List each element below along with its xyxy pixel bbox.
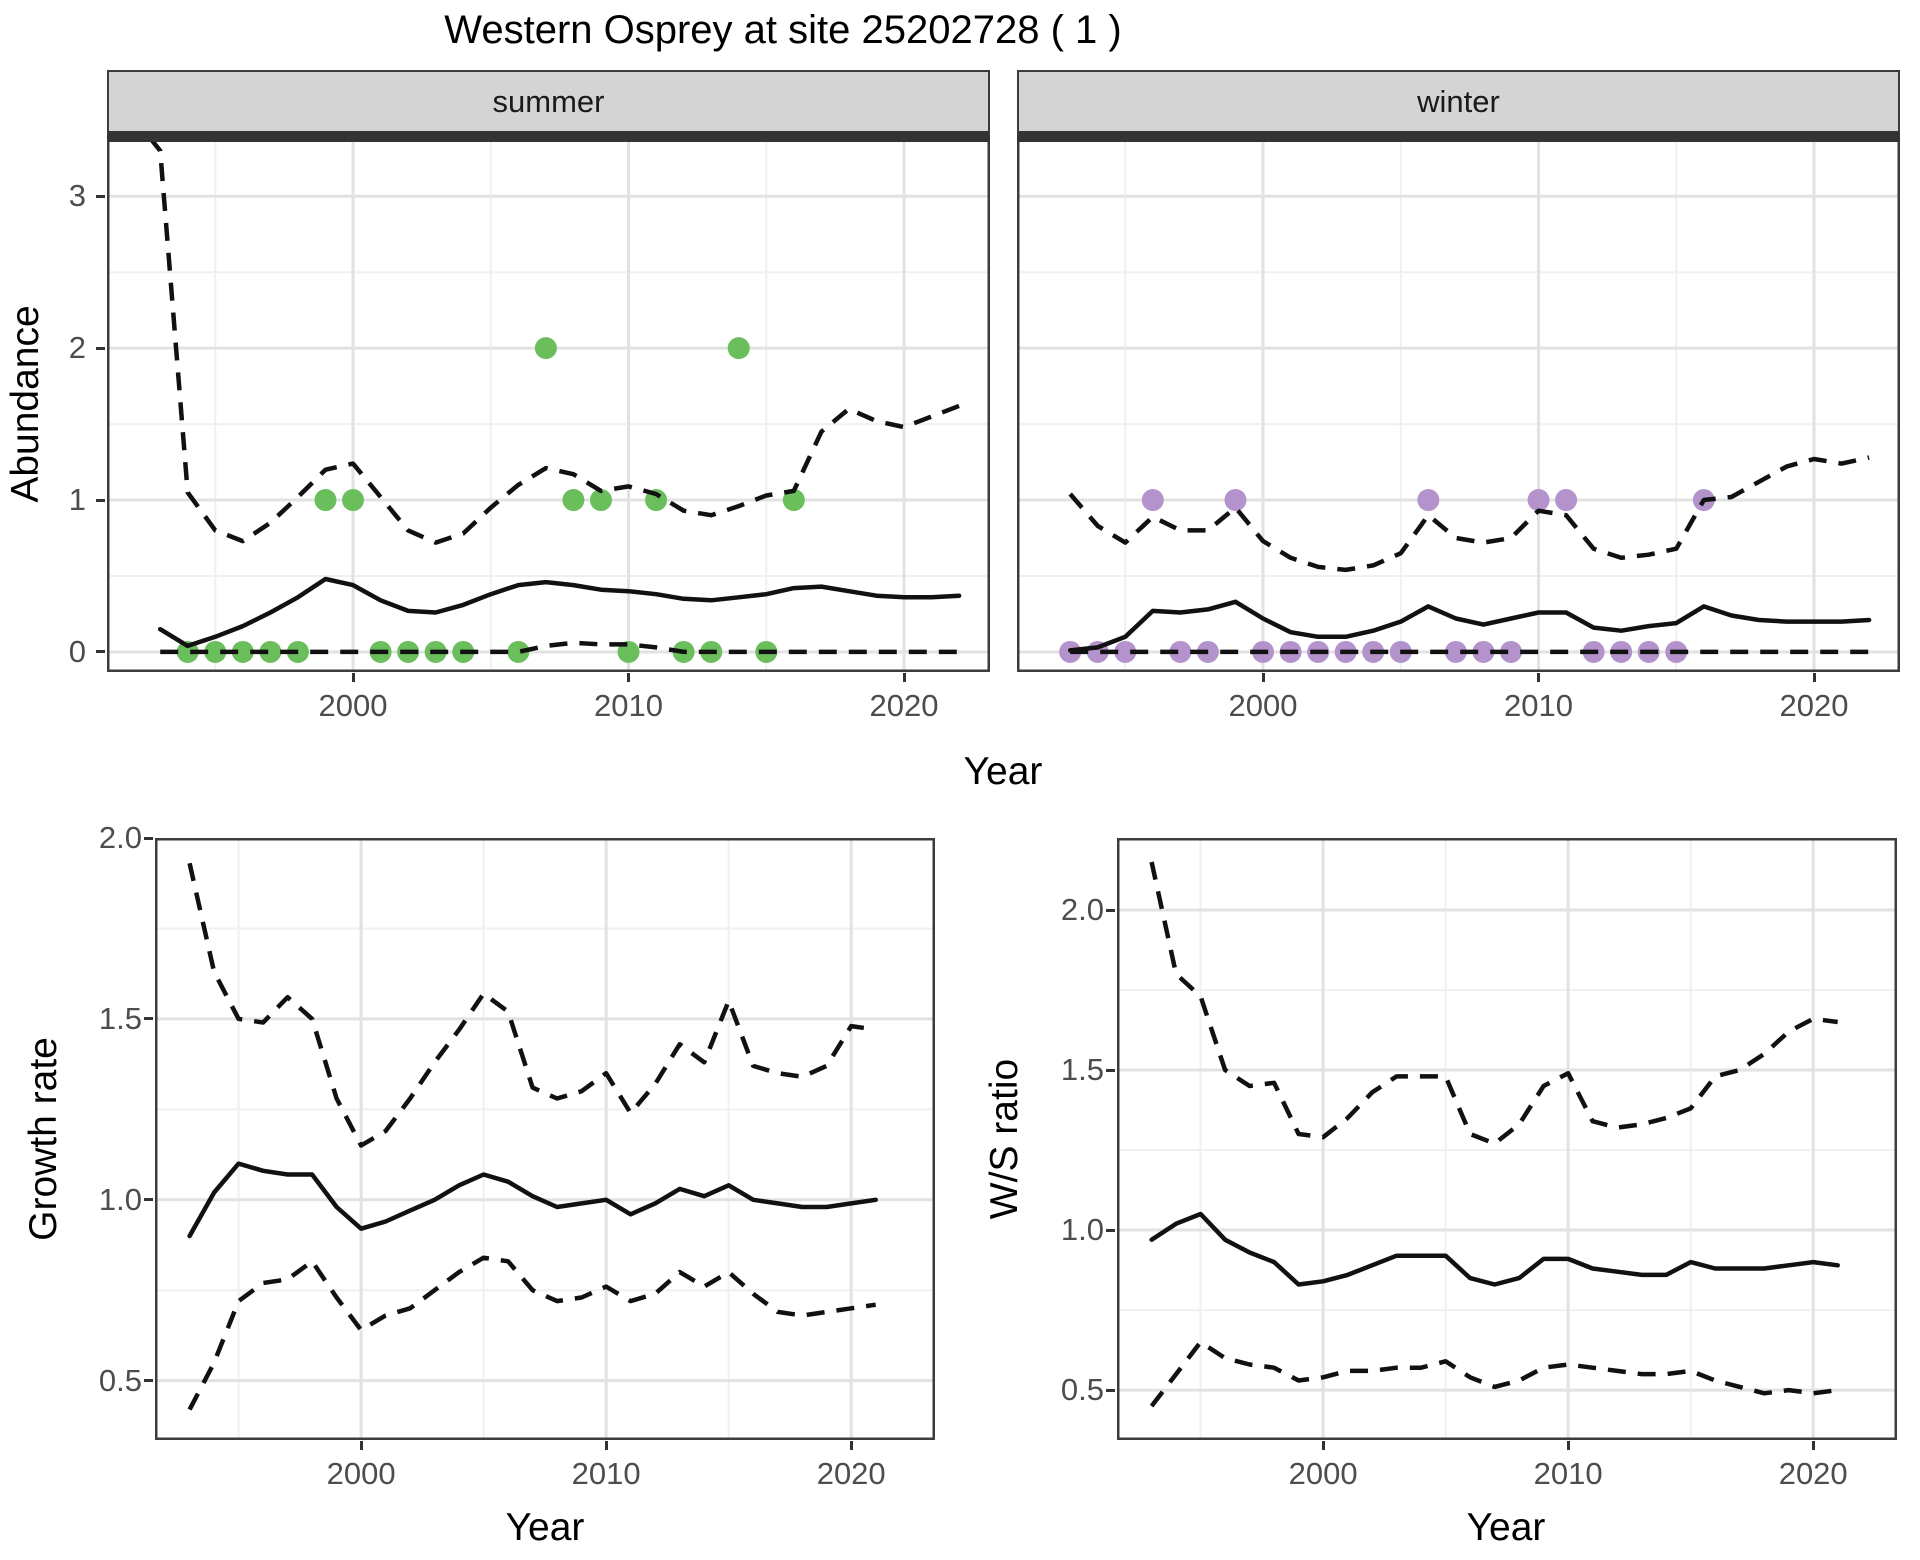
x-tick-label: 2000 bbox=[326, 1456, 396, 1491]
y-tick-mark bbox=[1106, 1228, 1115, 1232]
x-tick-mark bbox=[1566, 1441, 1570, 1450]
y-tick-mark bbox=[1106, 1388, 1115, 1392]
x-tick-mark bbox=[351, 673, 355, 682]
abundance_summer-mean-line bbox=[157, 576, 962, 649]
growth_rate-mean-line bbox=[187, 1161, 878, 1239]
top-year-axis-title: Year bbox=[963, 750, 1043, 793]
y-tick-label: 3 bbox=[68, 178, 86, 214]
ws_ratio-mean-line bbox=[1149, 1211, 1840, 1287]
y-tick-label: 1.5 bbox=[98, 1000, 142, 1036]
x-tick-mark bbox=[1261, 673, 1265, 682]
facet-strip-summer-label: summer bbox=[492, 83, 605, 119]
abundance_winter-upper_ci-line bbox=[1068, 455, 1870, 573]
ws_ratio-upper_ci-line bbox=[1149, 861, 1838, 1146]
y-tick-label: 2.0 bbox=[1060, 892, 1104, 927]
x-tick-mark bbox=[1321, 1441, 1325, 1450]
ws-year-axis-title: Year bbox=[1466, 1506, 1546, 1549]
x-tick-mark bbox=[604, 1441, 608, 1450]
y-tick-mark bbox=[1106, 1068, 1115, 1072]
x-tick-label: 2000 bbox=[1288, 1456, 1358, 1491]
x-tick-label: 2020 bbox=[1779, 688, 1849, 723]
abundance_summer-lower_ci-line bbox=[160, 640, 960, 655]
abundance_winter-mean-line bbox=[1067, 599, 1872, 653]
y-tick-mark bbox=[144, 836, 153, 840]
y-tick-mark bbox=[144, 1198, 153, 1202]
x-tick-mark bbox=[849, 1441, 853, 1450]
x-tick-mark bbox=[359, 1441, 363, 1450]
y-tick-mark bbox=[96, 498, 105, 502]
abundance-axis-title: Abundance bbox=[4, 305, 47, 503]
growth_rate-upper_ci-line bbox=[187, 862, 877, 1148]
abundance_winter-points bbox=[1059, 489, 1715, 663]
x-tick-mark bbox=[902, 673, 906, 682]
y-tick-mark bbox=[144, 1017, 153, 1021]
x-tick-label: 2000 bbox=[1228, 688, 1298, 723]
y-tick-label: 0.5 bbox=[98, 1362, 142, 1398]
y-tick-label: 1.5 bbox=[1060, 1052, 1104, 1088]
growth-rate-axis-title: Growth rate bbox=[22, 1037, 65, 1241]
abundance_summer-upper_ci-line bbox=[147, 137, 960, 545]
abundance_summer-panel bbox=[107, 137, 990, 672]
growth_rate-panel bbox=[155, 838, 935, 1440]
x-tick-label: 2010 bbox=[1504, 688, 1574, 723]
ws-ratio-axis-title: W/S ratio bbox=[983, 1058, 1026, 1220]
y-tick-mark bbox=[96, 650, 105, 654]
facet-strip-winter-label: winter bbox=[1417, 83, 1500, 119]
abundance_winter-panel bbox=[1017, 137, 1900, 672]
x-tick-label: 2000 bbox=[318, 688, 388, 723]
y-tick-label: 0.5 bbox=[1060, 1372, 1104, 1408]
y-tick-mark bbox=[144, 1379, 153, 1383]
y-tick-mark bbox=[1106, 908, 1115, 912]
ws_ratio-panel bbox=[1117, 838, 1897, 1440]
x-tick-label: 2010 bbox=[594, 688, 664, 723]
x-tick-label: 2020 bbox=[1778, 1456, 1848, 1491]
y-tick-label: 0 bbox=[68, 633, 86, 669]
x-tick-mark bbox=[1812, 673, 1816, 682]
y-tick-label: 2 bbox=[68, 330, 86, 366]
x-tick-label: 2010 bbox=[571, 1456, 641, 1491]
y-tick-label: 1.0 bbox=[1060, 1212, 1104, 1248]
x-tick-label: 2020 bbox=[816, 1456, 886, 1491]
facet-strip-summer: summer bbox=[107, 70, 990, 137]
ws_ratio-lower_ci-line bbox=[1149, 1339, 1838, 1408]
growth_rate-lower_ci-line bbox=[187, 1255, 877, 1411]
y-tick-label: 1 bbox=[68, 482, 86, 518]
y-tick-mark bbox=[96, 194, 105, 198]
y-tick-label: 1.0 bbox=[98, 1181, 142, 1217]
y-tick-label: 2.0 bbox=[98, 820, 142, 855]
x-tick-label: 2020 bbox=[869, 688, 939, 723]
chart-title: Western Osprey at site 25202728 ( 1 ) bbox=[444, 8, 1122, 52]
facet-strip-winter: winter bbox=[1017, 70, 1900, 137]
growth-year-axis-title: Year bbox=[505, 1506, 585, 1549]
x-tick-mark bbox=[1537, 673, 1541, 682]
x-tick-mark bbox=[1811, 1441, 1815, 1450]
y-tick-mark bbox=[96, 346, 105, 350]
x-tick-mark bbox=[627, 673, 631, 682]
x-tick-label: 2010 bbox=[1533, 1456, 1603, 1491]
